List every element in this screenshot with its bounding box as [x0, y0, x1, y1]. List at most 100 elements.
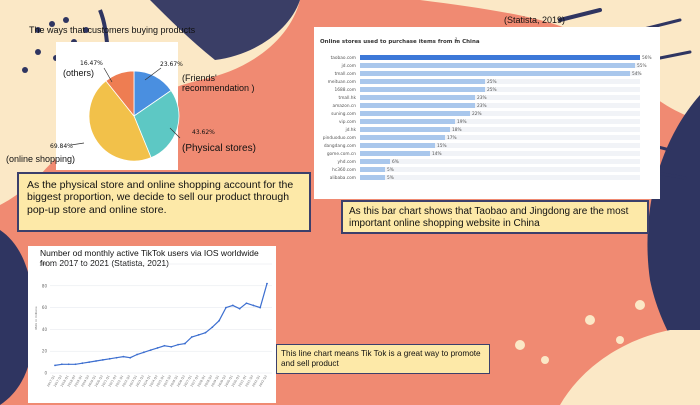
bar-category-label: tmall.hk — [339, 95, 357, 101]
pie-label-online: (online shopping) — [6, 154, 76, 164]
bar-value-label: 56% — [642, 55, 652, 61]
bar-chart-title-sup: 1 — [455, 37, 458, 42]
line-xtick-label: 2022 Q1 — [114, 374, 124, 387]
bar-value-label: 25% — [487, 87, 497, 93]
pie-value-others: 16.47% — [80, 60, 103, 67]
pie-slice-1 — [133, 89, 180, 159]
line-points — [54, 282, 268, 367]
line-point — [95, 360, 97, 362]
line-point — [211, 326, 214, 329]
bar-jd.hk — [360, 127, 450, 132]
bar-category-label: dangdang.com — [324, 143, 356, 149]
line-xtick-label: 2018 Q1 — [60, 374, 70, 387]
line-ytick-label: 0 — [44, 371, 47, 376]
line-xtick-label: 2023 Q1 — [128, 374, 138, 387]
bar-value-label: 19% — [457, 119, 467, 125]
line-xtick-label: 2018 Q3 — [66, 374, 76, 387]
bar-value-label: 5% — [387, 167, 394, 173]
line-ytick-label: 80 — [42, 283, 48, 288]
line-point — [204, 331, 207, 334]
line-grid — [50, 263, 272, 374]
bar-category-label: gome.com.cn — [327, 152, 356, 157]
line-xtick-label: 2028 Q1 — [196, 374, 206, 387]
bar-chart-title: Online stores used to purchase items fro… — [320, 39, 480, 45]
bar-alibaba.com — [360, 175, 385, 180]
bar-value-label: 15% — [437, 143, 447, 149]
line-point — [225, 306, 227, 309]
line-point — [108, 357, 111, 360]
line-point — [88, 361, 91, 363]
pie-slice-2 — [88, 80, 152, 162]
line-y-axis-label: MAU in millions — [34, 306, 38, 329]
bar-amazon.cn — [360, 103, 475, 108]
line-xtick-label: 2021 Q1 — [101, 374, 111, 387]
pie-value-friends: 23.67% — [160, 61, 183, 68]
line-point — [74, 363, 77, 366]
bar-category-label: alibaba.com — [330, 175, 356, 181]
bar-category-label: 1688.com — [335, 87, 356, 93]
bar-dangdang.com — [360, 143, 435, 148]
line-chart-title: Number od monthly active TikTok users vi… — [40, 248, 259, 269]
line-xtick-label: 2017 Q3 — [53, 374, 63, 387]
pie-label-physical: (Physical stores) — [182, 143, 256, 154]
bar-value-label: 23% — [477, 103, 487, 109]
bar-value-label: 5% — [387, 175, 394, 181]
line-chart-panel — [28, 246, 276, 403]
line-point — [170, 345, 173, 348]
line-point — [266, 282, 268, 285]
bar-value-label: 54% — [632, 71, 642, 77]
bar-track — [360, 175, 640, 180]
bar-track — [360, 95, 640, 100]
brush-stroke-right — [628, 18, 692, 180]
bar-1688.com — [360, 87, 485, 92]
line-xtick-label: 2024 Q1 — [142, 374, 152, 387]
line-point — [81, 362, 84, 365]
bar-gome.com.cn — [360, 151, 430, 156]
line-xtick-label: 2026 Q3 — [176, 374, 186, 387]
bar-value-label: 22% — [472, 111, 482, 117]
line-xtick-label: 2019 Q1 — [73, 374, 83, 387]
bar-category-label: taobao.com — [331, 55, 356, 61]
line-xtick-label: 2023 Q3 — [135, 374, 145, 387]
line-xtick-label: 2027 Q3 — [190, 374, 200, 387]
dot-pattern-bottom-right — [515, 300, 669, 388]
line-point — [184, 342, 186, 345]
pie-slice-3 — [105, 70, 135, 118]
line-xtick-label: 2024 Q3 — [149, 374, 159, 387]
line-xtick-label: 2032 Q1 — [251, 374, 261, 387]
line-xtick-label: 2019 Q3 — [80, 374, 90, 387]
bar-category-label: amazon.cn — [332, 104, 356, 109]
bar-vip.com — [360, 119, 455, 124]
line-ytick-label: 20 — [42, 349, 48, 354]
navy-blob-top — [150, 0, 300, 60]
line-point — [245, 302, 248, 305]
bar-category-label: meituan.com — [328, 79, 356, 85]
line-xtick-label: 2020 Q1 — [87, 374, 97, 387]
bar-category-label: pinduoduo.com — [323, 135, 356, 141]
source-label: (Statista, 2019) — [504, 15, 566, 25]
pie-leader-lines — [70, 67, 181, 146]
line-point — [259, 306, 262, 309]
pie-label-friends: (Friends' recommendation ) — [182, 73, 255, 94]
line-ytick-label: 60 — [42, 305, 48, 310]
pie-value-physical: 43.62% — [192, 129, 215, 136]
bar-value-label: 14% — [432, 151, 442, 157]
line-xtick-label: 2025 Q1 — [155, 374, 165, 387]
line-xtick-label: 2020 Q3 — [94, 374, 104, 387]
bar-track — [360, 143, 640, 148]
bar-track — [360, 111, 640, 116]
bar-category-label: suning.com — [331, 111, 356, 117]
line-xtick-label: 2017 Q1 — [46, 374, 56, 387]
line-xtick-label: 2025 Q3 — [162, 374, 172, 387]
line-series — [54, 283, 268, 366]
line-point — [129, 356, 132, 359]
line-conclusion-note: This line chart means Tik Tok is a great… — [276, 344, 490, 374]
bar-category-label: yhd.com — [337, 159, 356, 165]
bar-category-label: jd.hk — [345, 127, 357, 133]
line-point — [218, 319, 221, 322]
line-xtick-label: 2021 Q3 — [108, 374, 118, 387]
bar-value-label: 18% — [452, 127, 462, 133]
bar-track — [360, 87, 640, 92]
